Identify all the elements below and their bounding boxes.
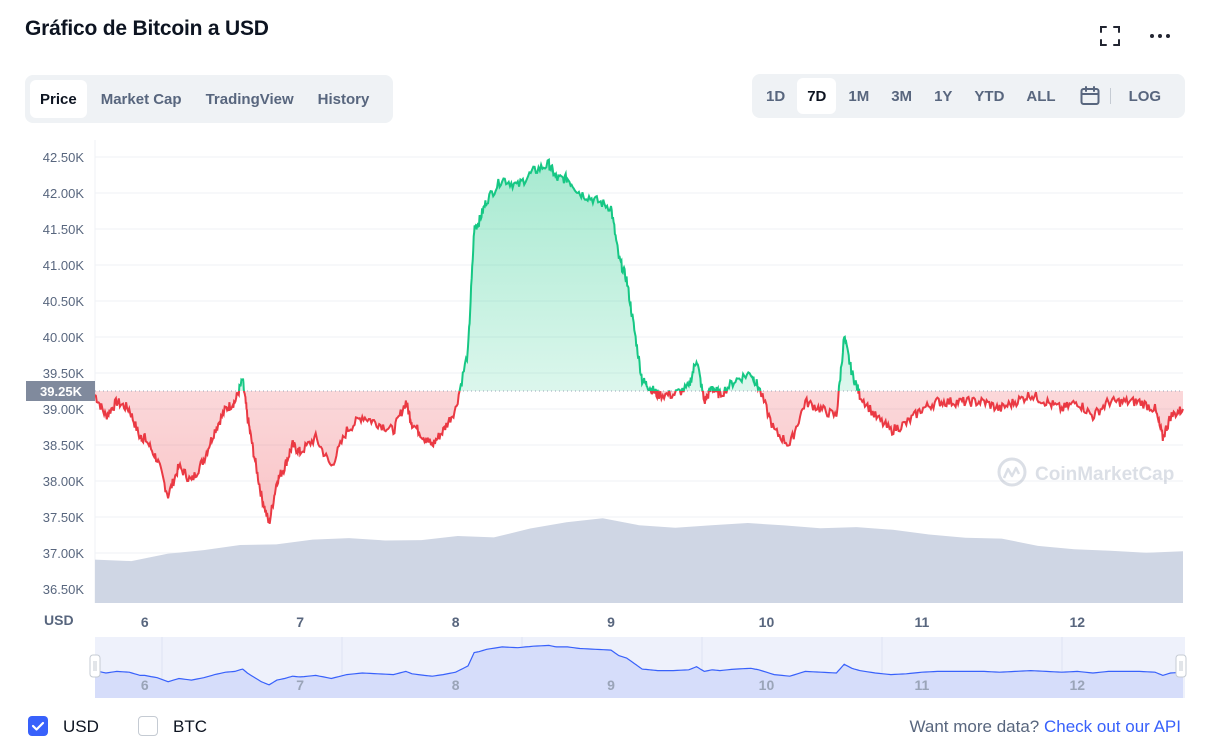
range-ytd[interactable]: YTD — [974, 87, 1005, 105]
y-tick-label: 39.00K — [43, 402, 85, 417]
y-axis: 42.50K 42.00K 41.50K 41.00K 40.50K 40.00K 39.5… — [43, 150, 85, 597]
api-prefix: Want more data? — [909, 717, 1044, 736]
navigator-tick-label: 7 — [296, 677, 304, 693]
log-toggle[interactable]: LOG — [1128, 87, 1162, 105]
navigator-tick-label: 9 — [607, 677, 615, 693]
calendar-icon[interactable] — [1072, 78, 1108, 114]
divider — [1109, 88, 1111, 104]
y-tick-label: 42.00K — [43, 186, 85, 201]
chart-title: Gráfico de Bitcoin a USD — [25, 17, 269, 40]
btc-checkbox[interactable] — [138, 716, 158, 736]
navigator-tick-label: 10 — [759, 677, 775, 693]
range-1d[interactable]: 1D — [766, 87, 786, 105]
footer: USD BTC Want more data? Check out our AP… — [0, 710, 1215, 744]
x-tick-label: 10 — [759, 614, 775, 630]
api-link[interactable]: Check out our API — [1043, 717, 1181, 736]
navigator-handle-right[interactable] — [1175, 654, 1187, 678]
x-tick-label: 8 — [452, 614, 460, 630]
navigator-tick-label: 12 — [1070, 677, 1086, 693]
range-7d[interactable]: 7D — [797, 78, 837, 114]
navigator-area — [95, 645, 1183, 698]
x-tick-label: 9 — [607, 614, 615, 630]
time-range-selector: 1D 7D 1M 3M 1Y YTD ALL LOG — [752, 74, 1185, 118]
y-tick-label: 42.50K — [43, 150, 85, 165]
check-icon — [31, 721, 45, 731]
more-dots-icon[interactable] — [1148, 24, 1172, 48]
btc-label: BTC — [173, 717, 207, 736]
api-promo: Want more data? Check out our API — [909, 717, 1181, 737]
y-tick-label: 39.50K — [43, 366, 85, 381]
navigator-tick-label: 6 — [141, 677, 149, 693]
coinmarketcap-logo — [997, 457, 1027, 487]
y-tick-label: 41.00K — [43, 258, 85, 273]
tab-price[interactable]: Price — [30, 80, 87, 118]
y-tick-label: 36.50K — [43, 582, 85, 597]
price-line-down — [95, 391, 1184, 525]
fullscreen-icon[interactable] — [1098, 24, 1122, 48]
y-tick-label: 37.00K — [43, 546, 85, 561]
price-chart[interactable]: 42.50K 42.00K 41.50K 41.00K 40.50K 40.00K 39.5… — [0, 0, 1215, 705]
area-below-baseline — [95, 391, 1183, 524]
y-tick-label: 40.00K — [43, 330, 85, 345]
navigator-line — [94, 644, 1184, 686]
range-all[interactable]: ALL — [1026, 87, 1056, 105]
y-tick-label: 38.00K — [43, 474, 85, 489]
y-unit-label: USD — [44, 612, 74, 628]
volume-area — [95, 518, 1183, 603]
y-tick-label: 38.50K — [43, 438, 85, 453]
y-tick-label: 37.50K — [43, 510, 85, 525]
y-tick-label: 40.50K — [43, 294, 85, 309]
x-axis: 6 7 8 9 10 11 12 — [141, 614, 1085, 630]
x-tick-label: 7 — [296, 614, 304, 630]
x-tick-label: 6 — [141, 614, 149, 630]
range-3m[interactable]: 3M — [891, 87, 913, 105]
svg-text:39.25K: 39.25K — [40, 384, 83, 399]
y-tick-label: 41.50K — [43, 222, 85, 237]
watermark: CoinMarketCap — [997, 457, 1174, 487]
range-1m[interactable]: 1M — [848, 87, 870, 105]
tab-market-cap[interactable]: Market Cap — [100, 90, 182, 108]
chart-tabs: Price Market Cap TradingView History — [25, 75, 393, 123]
watermark-text: CoinMarketCap — [1035, 464, 1174, 485]
x-tick-label: 11 — [914, 614, 929, 630]
price-line-up — [238, 157, 861, 391]
navigator-tick-label: 11 — [914, 677, 929, 693]
range-1y[interactable]: 1Y — [934, 87, 953, 105]
usd-checkbox[interactable] — [28, 716, 48, 736]
navigator[interactable]: 6 7 8 9 10 11 12 — [89, 637, 1215, 698]
usd-label: USD — [63, 717, 99, 736]
baseline-tag: 39.25K — [26, 381, 95, 401]
navigator-handle-left[interactable] — [89, 654, 101, 678]
tab-history[interactable]: History — [317, 90, 370, 108]
x-tick-label: 12 — [1070, 614, 1086, 630]
navigator-tick-label: 8 — [452, 677, 460, 693]
tab-tradingview[interactable]: TradingView — [205, 90, 294, 108]
